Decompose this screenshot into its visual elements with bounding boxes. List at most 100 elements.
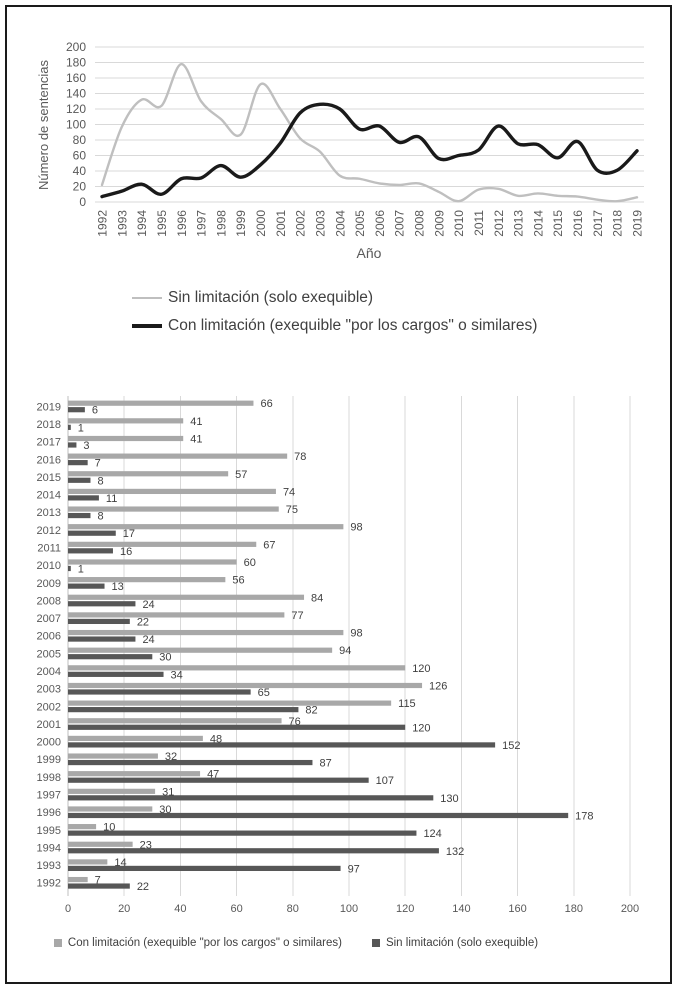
bar-con-limitacion bbox=[68, 471, 229, 477]
x-tick-label: 100 bbox=[340, 903, 358, 915]
legend-label: Con limitación (exequible "por los cargo… bbox=[67, 937, 342, 949]
bar-value-label: 8 bbox=[97, 511, 103, 523]
bar-sin-limitacion bbox=[68, 742, 496, 748]
y-tick-label: 140 bbox=[66, 87, 86, 101]
bar-value-label: 22 bbox=[137, 881, 149, 893]
bar-con-limitacion bbox=[68, 806, 153, 812]
bar-sin-limitacion bbox=[68, 495, 99, 501]
legend-item-con-limitacion: Con limitación (exequible "por los cargo… bbox=[53, 937, 342, 949]
x-tick-label: 2009 bbox=[432, 210, 446, 237]
year-label: 1998 bbox=[37, 772, 61, 784]
bar-con-limitacion bbox=[68, 453, 288, 459]
bar-con-limitacion bbox=[68, 629, 344, 636]
bar-sin-limitacion bbox=[68, 883, 130, 889]
y-tick-label: 160 bbox=[66, 71, 86, 85]
x-tick-label: 2010 bbox=[452, 210, 466, 237]
legend-label: Sin limitación (solo exequible) bbox=[168, 289, 374, 306]
bar-value-label: 17 bbox=[123, 528, 135, 540]
bar-sin-limitacion bbox=[68, 460, 88, 466]
bar-sin-limitacion bbox=[68, 618, 130, 625]
year-label: 2014 bbox=[37, 490, 61, 502]
bar-con-limitacion bbox=[68, 435, 184, 442]
bar-value-label: 41 bbox=[190, 416, 202, 428]
year-label: 1995 bbox=[37, 825, 61, 837]
year-label: 2000 bbox=[37, 737, 61, 749]
x-tick-label: 2018 bbox=[611, 210, 625, 237]
y-tick-label: 120 bbox=[66, 102, 86, 116]
x-tick-label: 2015 bbox=[551, 210, 565, 237]
bar-value-label: 47 bbox=[207, 769, 219, 781]
bar-value-label: 60 bbox=[244, 557, 256, 569]
year-label: 2011 bbox=[37, 542, 61, 554]
y-tick-label: 200 bbox=[66, 40, 86, 54]
bar-con-limitacion bbox=[68, 524, 344, 530]
bar-value-label: 6 bbox=[92, 405, 98, 417]
dark-gray-square-swatch bbox=[371, 939, 380, 947]
x-tick-label: 2008 bbox=[413, 210, 427, 237]
bar-con-limitacion bbox=[68, 824, 97, 830]
legend-label: Con limitación (exequible "por los cargo… bbox=[168, 317, 538, 334]
bar-value-label: 23 bbox=[140, 839, 152, 851]
gray-line-swatch bbox=[132, 296, 162, 300]
year-label: 2018 bbox=[37, 419, 61, 431]
bar-value-label: 67 bbox=[263, 539, 275, 551]
y-tick-label: 0 bbox=[79, 195, 86, 209]
bar-con-limitacion bbox=[68, 876, 88, 883]
line-chart-legend: Sin limitación (solo exequible) Con limi… bbox=[132, 288, 537, 336]
bar-value-label: 120 bbox=[412, 663, 430, 675]
bar-value-label: 120 bbox=[412, 722, 430, 734]
bar-sin-limitacion bbox=[68, 654, 153, 660]
year-label: 1999 bbox=[37, 754, 61, 766]
x-tick-label: 2017 bbox=[591, 210, 605, 237]
bar-value-label: 22 bbox=[137, 616, 149, 628]
bar-value-label: 132 bbox=[446, 846, 464, 858]
bar-value-label: 82 bbox=[305, 705, 317, 717]
bar-value-label: 41 bbox=[190, 433, 202, 445]
year-label: 2003 bbox=[37, 684, 61, 696]
year-label: 2008 bbox=[37, 595, 61, 607]
year-label: 2016 bbox=[37, 454, 61, 466]
bar-value-label: 107 bbox=[376, 775, 394, 787]
bar-value-label: 77 bbox=[291, 610, 303, 622]
bar-value-label: 48 bbox=[210, 733, 222, 745]
x-tick-label: 1996 bbox=[175, 210, 189, 237]
bar-value-label: 84 bbox=[311, 592, 323, 604]
y-tick-label: 40 bbox=[73, 164, 87, 178]
bar-sin-limitacion bbox=[68, 759, 313, 766]
bar-sin-limitacion bbox=[68, 601, 136, 607]
bar-value-label: 76 bbox=[289, 716, 301, 728]
x-tick-label: 80 bbox=[287, 903, 299, 915]
bar-con-limitacion bbox=[68, 488, 276, 495]
x-tick-label: 1992 bbox=[96, 210, 110, 237]
y-tick-label: 80 bbox=[73, 133, 87, 147]
bar-sin-limitacion bbox=[68, 530, 116, 536]
y-tick-label: 100 bbox=[66, 118, 86, 132]
x-tick-label: 2016 bbox=[571, 210, 585, 237]
bar-value-label: 152 bbox=[502, 740, 520, 752]
bar-sin-limitacion bbox=[68, 407, 85, 413]
bar-value-label: 74 bbox=[283, 486, 295, 498]
year-label: 2007 bbox=[37, 613, 61, 625]
x-tick-label: 2011 bbox=[472, 210, 486, 236]
bar-sin-limitacion bbox=[68, 583, 105, 589]
black-line-swatch bbox=[132, 324, 162, 328]
bar-sin-limitacion bbox=[68, 812, 569, 819]
x-tick-label: 2013 bbox=[512, 210, 526, 237]
x-tick-label: 1997 bbox=[195, 210, 209, 237]
year-label: 2002 bbox=[37, 701, 61, 713]
year-label: 2006 bbox=[37, 631, 61, 643]
bar-value-label: 126 bbox=[429, 680, 447, 692]
x-tick-label: 0 bbox=[65, 903, 71, 915]
x-tick-label: 1994 bbox=[135, 210, 149, 237]
bar-con-limitacion bbox=[68, 735, 203, 742]
year-label: 2004 bbox=[37, 666, 61, 678]
year-label: 2019 bbox=[37, 401, 61, 413]
year-label: 2012 bbox=[37, 525, 61, 537]
x-tick-label: 20 bbox=[118, 903, 130, 915]
bar-value-label: 1 bbox=[78, 422, 84, 434]
bar-sin-limitacion bbox=[68, 830, 417, 836]
bar-sin-limitacion bbox=[68, 442, 77, 448]
x-tick-label: 2014 bbox=[531, 210, 545, 237]
